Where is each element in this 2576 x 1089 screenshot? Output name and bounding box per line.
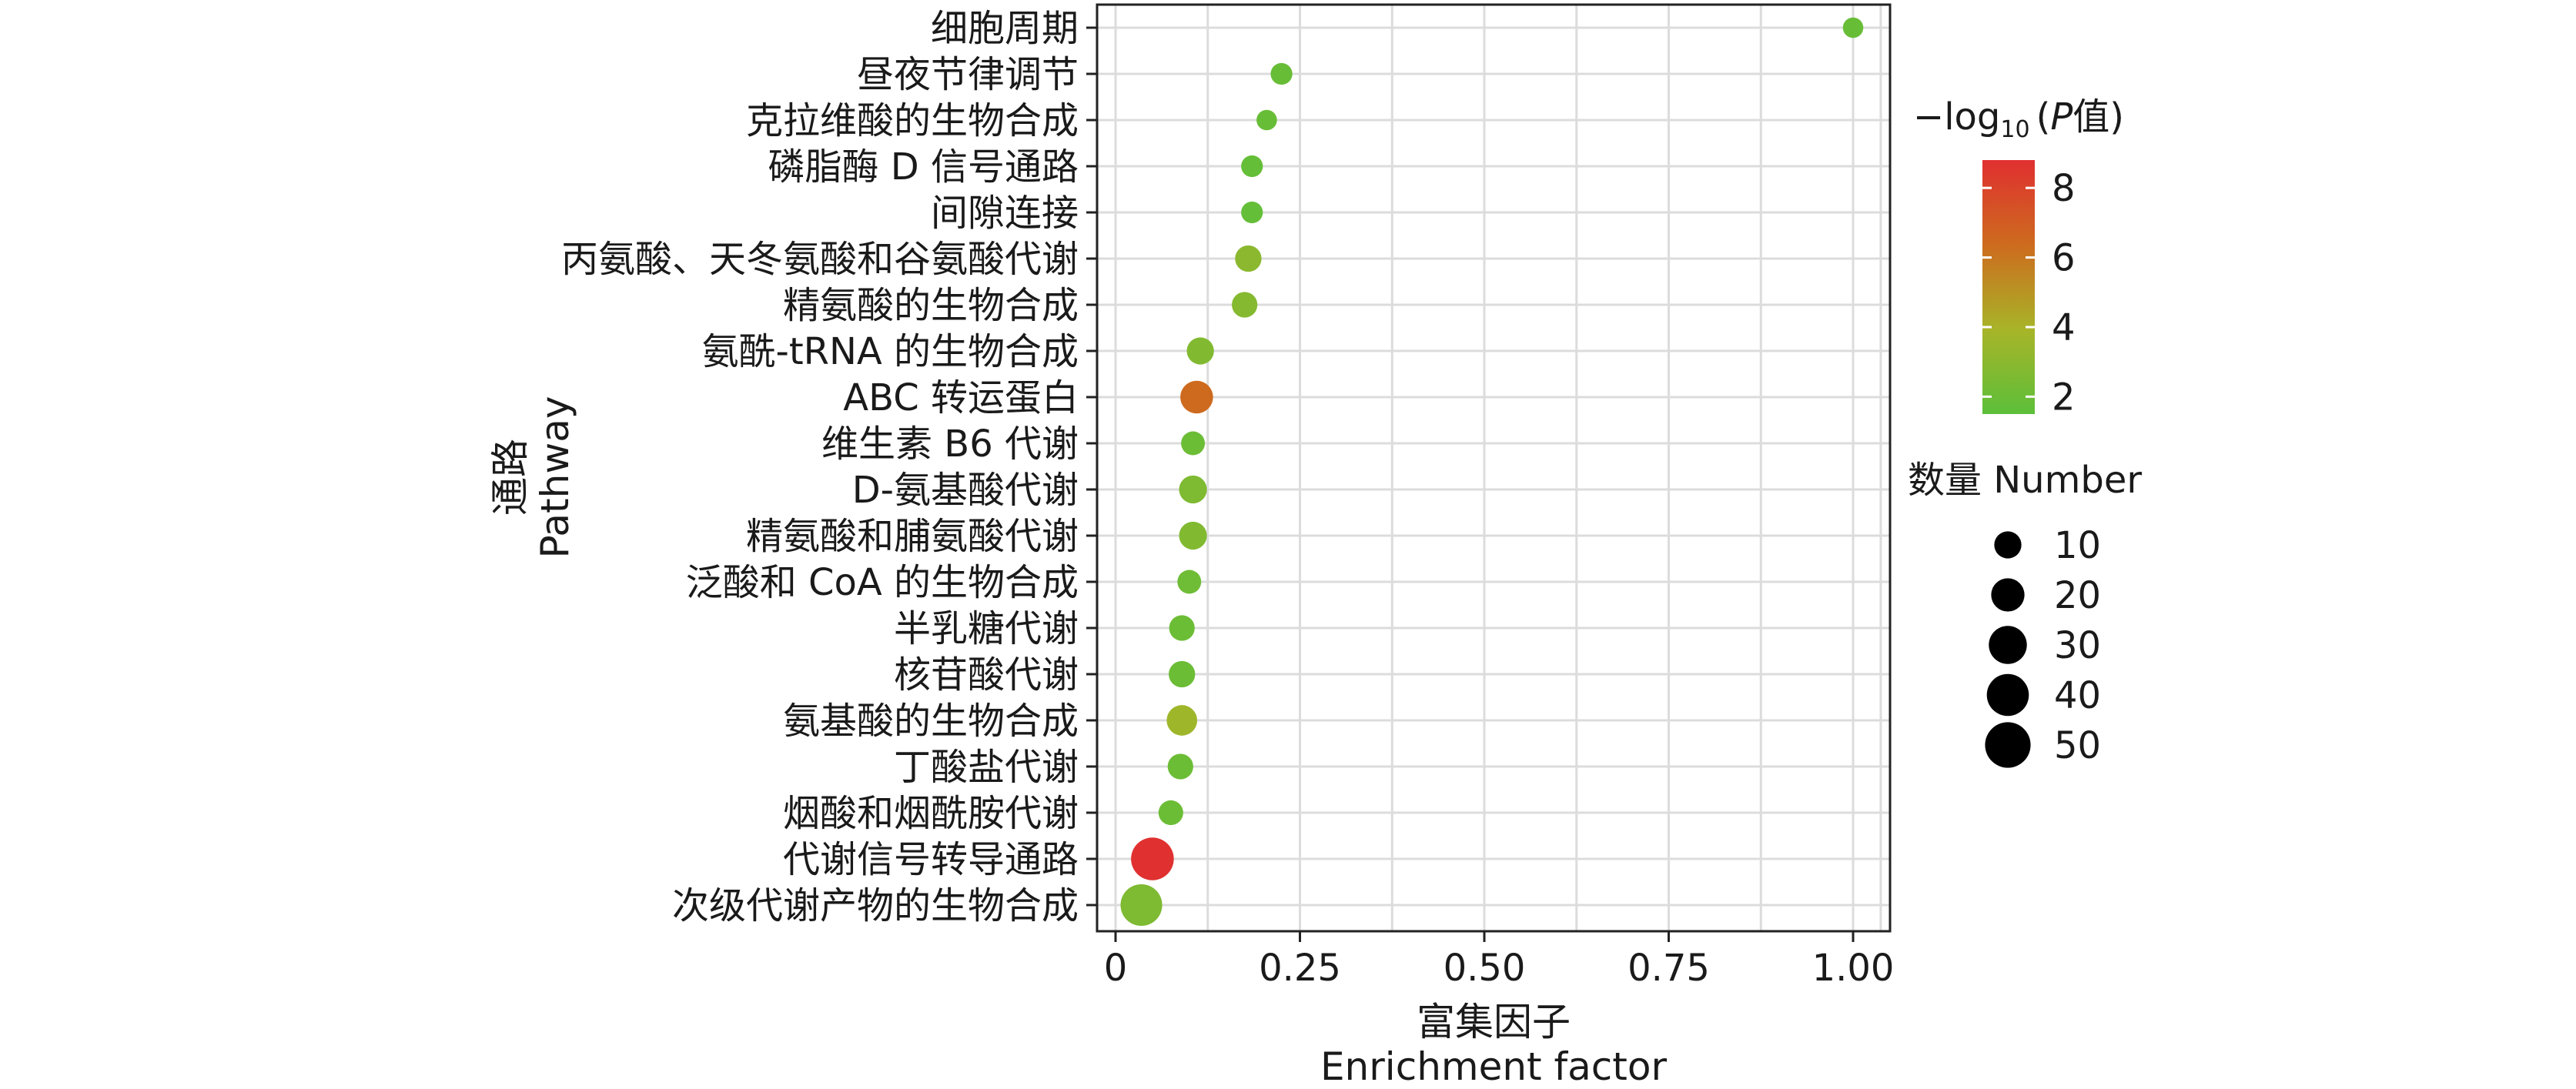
y-tick-label: 克拉维酸的生物合成 — [746, 99, 1079, 142]
x-tick-label: 0.75 — [1628, 947, 1710, 990]
data-point — [1235, 245, 1262, 272]
data-point — [1181, 431, 1206, 456]
color-legend-tick-label: 8 — [2052, 167, 2076, 210]
color-legend-tick-label: 4 — [2052, 306, 2076, 349]
x-tick-label: 0.50 — [1444, 947, 1526, 990]
y-tick-label: 磷脂酶 D 信号通路 — [768, 145, 1079, 189]
data-point — [1256, 109, 1277, 131]
color-legend-title-open: ( — [2036, 95, 2051, 139]
size-legend-label: 30 — [2054, 624, 2101, 667]
y-tick-label: ABC 转运蛋白 — [843, 376, 1079, 419]
color-legend-title-subscript: 10 — [2000, 116, 2029, 143]
data-point — [1166, 705, 1198, 736]
y-tick-label: 泛酸和 CoA 的生物合成 — [686, 561, 1079, 604]
x-axis-title: 富集因子 — [1417, 1000, 1571, 1044]
size-legend-label: 50 — [2054, 724, 2101, 767]
data-point — [1270, 62, 1293, 85]
data-point — [1842, 17, 1864, 38]
color-legend-title-prefix: −log — [1913, 95, 2000, 139]
y-ticks — [1086, 26, 1097, 907]
y-tick-label: 代谢信号转导通路 — [783, 838, 1079, 881]
plot-frame — [1096, 3, 1892, 933]
x-tick-label: 1.00 — [1812, 947, 1895, 990]
x-ticks — [1114, 931, 1855, 942]
color-legend-title-suffix: 值) — [2073, 95, 2124, 139]
data-point — [1179, 521, 1207, 550]
x-tick-label: 0 — [1104, 947, 1128, 990]
size-legend-label: 20 — [2054, 574, 2101, 617]
data-point — [1169, 615, 1195, 641]
size-legend-dot — [1989, 626, 2027, 664]
color-legend-title-var: P — [2050, 95, 2073, 139]
size-legend-dot — [1985, 722, 2031, 768]
y-tick-label: 氨酰-tRNA 的生物合成 — [702, 330, 1079, 373]
y-tick-label: 核苷酸代谢 — [894, 653, 1079, 696]
y-tick-label: 次级代谢产物的生物合成 — [672, 884, 1079, 927]
y-tick-label: 细胞周期 — [931, 7, 1079, 50]
data-point — [1241, 201, 1263, 224]
grid-lines — [1097, 5, 1890, 931]
y-tick-label: 精氨酸的生物合成 — [783, 284, 1079, 327]
size-legend-label: 40 — [2054, 674, 2101, 717]
x-tick-labels: 0 0.25 0.50 0.75 1.00 — [1104, 947, 1895, 990]
data-point — [1186, 337, 1214, 365]
y-axis-title-zh: 通路 — [488, 439, 533, 516]
size-legend-dot — [1986, 673, 2029, 717]
data-point — [1120, 884, 1163, 927]
data-point — [1167, 753, 1193, 780]
y-tick-label: 氨基酸的生物合成 — [783, 700, 1079, 743]
color-legend: −log10 (P值) 8 6 4 2 — [1913, 95, 2124, 419]
y-tick-label: 半乳糖代谢 — [894, 607, 1079, 650]
color-legend-ticks: 8 6 4 2 — [1982, 167, 2076, 419]
y-tick-label: 间隙连接 — [931, 192, 1079, 235]
size-legend-dot — [1994, 531, 2022, 559]
data-point — [1232, 292, 1258, 318]
y-tick-label: 昼夜节律调节 — [857, 53, 1079, 96]
data-points — [1120, 17, 1864, 927]
y-tick-label: 烟酸和烟酰胺代谢 — [783, 792, 1079, 835]
size-legend-items: 10 20 30 40 50 — [1985, 524, 2101, 768]
color-legend-tick-label: 2 — [2052, 376, 2076, 419]
size-legend-label: 10 — [2054, 524, 2101, 567]
y-axis-title: 通路 Pathway — [488, 396, 577, 559]
data-point — [1131, 837, 1174, 880]
y-tick-label: 丁酸盐代谢 — [894, 746, 1079, 789]
color-legend-bar — [1982, 160, 2035, 414]
size-legend-dot — [1991, 578, 2025, 612]
data-point — [1177, 570, 1202, 594]
color-legend-title: −log10 (P值) — [1913, 95, 2124, 143]
y-tick-label: 维生素 B6 代谢 — [821, 423, 1079, 466]
size-legend: 数量 Number 10 20 30 40 50 — [1908, 459, 2142, 768]
y-axis-title-en: Pathway — [533, 396, 577, 559]
y-tick-label: 精氨酸和脯氨酸代谢 — [746, 515, 1079, 558]
x-tick-label: 0.25 — [1259, 947, 1341, 990]
data-point — [1179, 475, 1207, 504]
data-point — [1180, 380, 1213, 414]
size-legend-title: 数量 Number — [1908, 459, 2142, 502]
x-axis-title-en: Enrichment factor — [1320, 1044, 1667, 1089]
data-point — [1158, 800, 1183, 826]
y-tick-label: D-氨基酸代谢 — [852, 469, 1079, 512]
color-legend-tick-label: 6 — [2052, 237, 2076, 280]
data-point — [1241, 155, 1263, 178]
y-tick-label: 丙氨酸、天冬氨酸和谷氨酸代谢 — [561, 238, 1079, 281]
data-point — [1169, 660, 1196, 688]
